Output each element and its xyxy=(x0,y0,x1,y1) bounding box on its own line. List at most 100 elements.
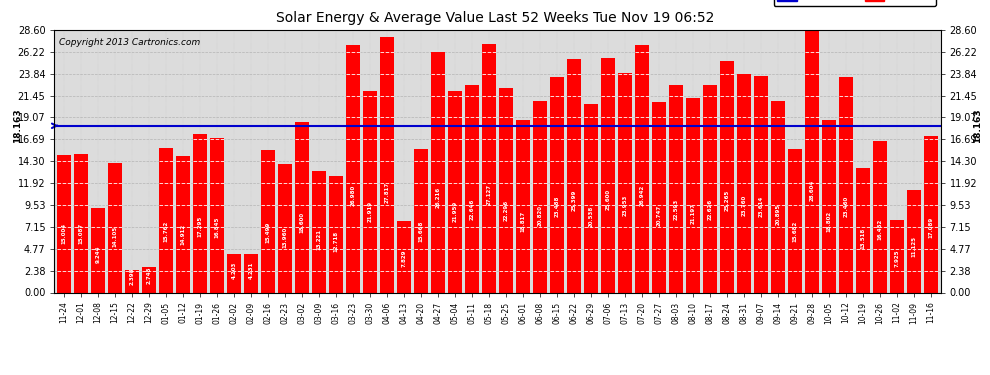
Text: 26.980: 26.980 xyxy=(350,184,355,206)
Bar xyxy=(805,30,820,292)
Text: 22.593: 22.593 xyxy=(673,199,678,220)
Text: 25.600: 25.600 xyxy=(606,189,611,210)
Bar xyxy=(91,208,105,292)
Text: 13.960: 13.960 xyxy=(282,226,287,248)
Text: Solar Energy & Average Value Last 52 Weeks Tue Nov 19 06:52: Solar Energy & Average Value Last 52 Wee… xyxy=(276,11,714,25)
Text: 15.668: 15.668 xyxy=(419,221,424,242)
Text: 7.829: 7.829 xyxy=(401,250,407,267)
Bar xyxy=(312,171,326,292)
Text: 18.600: 18.600 xyxy=(299,211,304,233)
Text: 4.231: 4.231 xyxy=(248,261,253,279)
Bar xyxy=(601,57,615,292)
Bar xyxy=(635,45,649,292)
Bar xyxy=(346,45,360,292)
Bar xyxy=(924,136,939,292)
Bar xyxy=(856,168,870,292)
Bar xyxy=(227,254,242,292)
Text: 15.762: 15.762 xyxy=(163,220,168,242)
Text: 7.925: 7.925 xyxy=(895,249,900,267)
Text: 23.760: 23.760 xyxy=(742,195,746,216)
Text: 25.265: 25.265 xyxy=(725,190,730,211)
Bar xyxy=(651,102,666,292)
Bar xyxy=(788,148,802,292)
Text: 18.802: 18.802 xyxy=(827,211,832,232)
Bar xyxy=(771,101,785,292)
Text: 20.895: 20.895 xyxy=(775,204,780,225)
Bar xyxy=(822,120,837,292)
Bar xyxy=(669,85,683,292)
Bar xyxy=(737,74,751,292)
Bar xyxy=(890,220,904,292)
Bar xyxy=(907,190,922,292)
Text: 16.452: 16.452 xyxy=(877,218,883,240)
Text: 20.747: 20.747 xyxy=(656,205,661,226)
Text: Copyright 2013 Cartronics.com: Copyright 2013 Cartronics.com xyxy=(58,38,200,47)
Text: 15.087: 15.087 xyxy=(78,223,83,244)
Text: 26.216: 26.216 xyxy=(436,187,441,208)
Text: 13.518: 13.518 xyxy=(860,228,865,249)
Text: 20.538: 20.538 xyxy=(588,205,594,226)
Text: 22.626: 22.626 xyxy=(708,199,713,220)
Bar xyxy=(193,134,207,292)
Bar xyxy=(125,270,139,292)
Text: 28.604: 28.604 xyxy=(810,179,815,201)
Text: 18.163: 18.163 xyxy=(13,108,22,143)
Text: 13.221: 13.221 xyxy=(317,229,322,250)
Text: 27.127: 27.127 xyxy=(486,184,491,206)
Text: 4.203: 4.203 xyxy=(232,262,237,279)
Text: 14.912: 14.912 xyxy=(180,224,185,245)
Bar xyxy=(244,254,258,292)
Text: 18.163: 18.163 xyxy=(973,108,982,143)
Text: 15.499: 15.499 xyxy=(265,221,270,243)
Text: 22.646: 22.646 xyxy=(469,198,474,220)
Bar xyxy=(210,138,224,292)
Text: 23.488: 23.488 xyxy=(554,196,559,217)
Bar xyxy=(108,163,122,292)
Bar xyxy=(686,98,700,292)
Text: 21.959: 21.959 xyxy=(452,201,457,222)
Bar xyxy=(567,59,581,292)
Text: 12.718: 12.718 xyxy=(334,231,339,252)
Bar xyxy=(56,155,71,292)
Text: 9.244: 9.244 xyxy=(95,245,100,263)
Text: 21.919: 21.919 xyxy=(367,201,372,222)
Text: 15.682: 15.682 xyxy=(793,221,798,242)
Bar xyxy=(73,154,88,292)
Bar xyxy=(295,122,309,292)
Bar xyxy=(482,44,496,292)
Bar xyxy=(618,73,633,292)
Text: 17.089: 17.089 xyxy=(929,216,934,238)
Legend: Average  ($), Daily  ($): Average ($), Daily ($) xyxy=(773,0,936,6)
Bar xyxy=(362,92,377,292)
Bar xyxy=(873,141,887,292)
Text: 18.817: 18.817 xyxy=(521,211,526,232)
Bar xyxy=(431,52,446,292)
Bar xyxy=(380,37,394,292)
Text: 16.845: 16.845 xyxy=(215,217,220,238)
Bar xyxy=(397,220,411,292)
Text: 15.004: 15.004 xyxy=(61,223,66,244)
Text: 2.398: 2.398 xyxy=(130,267,135,285)
Bar xyxy=(839,77,853,292)
Text: 2.745: 2.745 xyxy=(147,266,151,284)
Text: 26.942: 26.942 xyxy=(640,185,644,206)
Text: 23.460: 23.460 xyxy=(843,196,848,217)
Bar xyxy=(175,156,190,292)
Bar xyxy=(277,164,292,292)
Bar xyxy=(260,150,275,292)
Text: 23.953: 23.953 xyxy=(623,194,628,216)
Bar xyxy=(158,148,173,292)
Text: 11.125: 11.125 xyxy=(912,236,917,257)
Text: 17.295: 17.295 xyxy=(197,216,202,237)
Bar xyxy=(142,267,156,292)
Bar xyxy=(329,176,344,292)
Bar xyxy=(753,76,768,292)
Bar xyxy=(414,149,428,292)
Bar xyxy=(499,88,513,292)
Text: 22.296: 22.296 xyxy=(504,200,509,221)
Text: 25.399: 25.399 xyxy=(571,189,576,211)
Bar xyxy=(464,85,479,292)
Bar xyxy=(720,61,735,292)
Bar xyxy=(584,104,598,292)
Bar xyxy=(533,101,547,292)
